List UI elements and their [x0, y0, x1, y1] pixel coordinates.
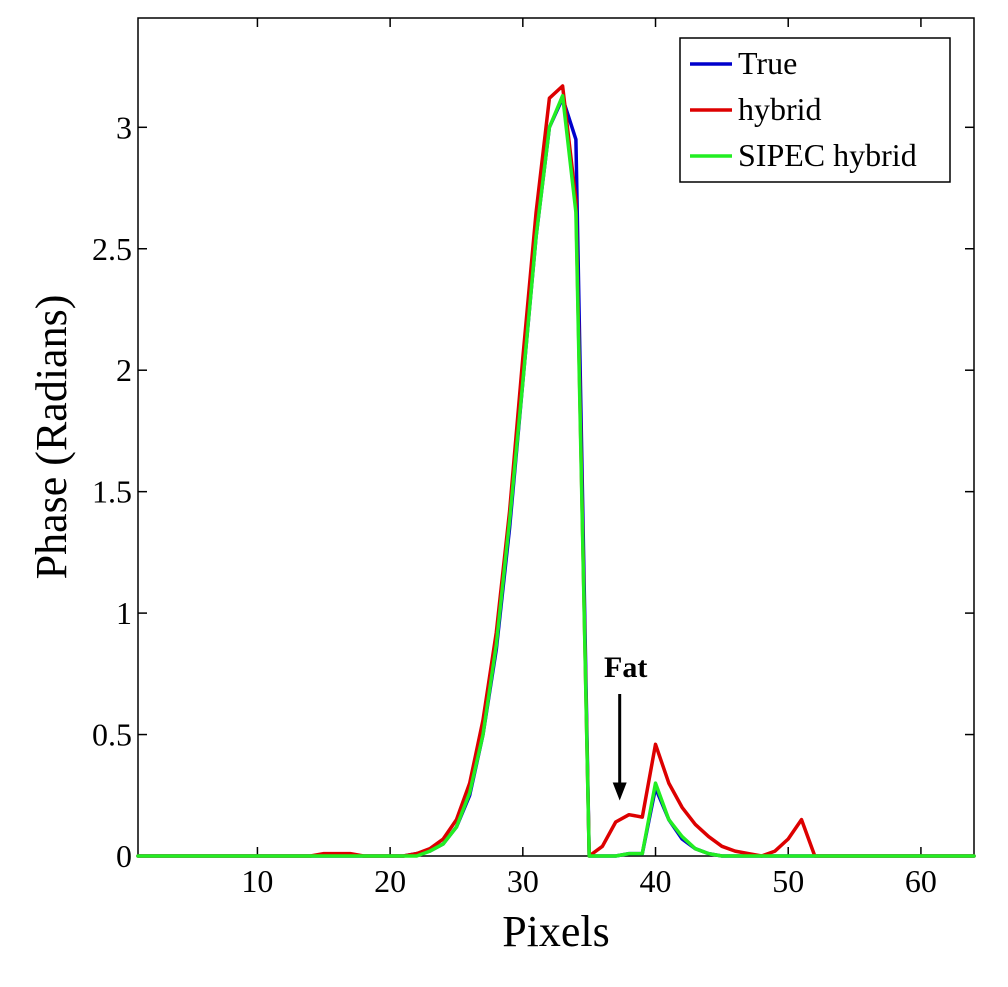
y-tick-label: 1.5 — [92, 474, 132, 510]
x-tick-label: 30 — [507, 863, 539, 899]
series-line-sipec-hybrid — [136, 93, 976, 858]
y-tick-label: 1 — [116, 595, 132, 631]
y-axis-title: Phase (Radians) — [27, 295, 76, 580]
series-layer — [136, 84, 976, 858]
fat-annotation: Fat — [604, 651, 647, 801]
legend-label: SIPEC hybrid — [738, 137, 917, 173]
annotation-label: Fat — [604, 651, 647, 684]
x-tick-label: 50 — [772, 863, 804, 899]
y-tick-label: 3 — [116, 109, 132, 145]
y-tick-label: 2 — [116, 352, 132, 388]
x-axis-title: Pixels — [502, 907, 610, 956]
plot-area-frame — [137, 17, 975, 857]
x-tick-label: 20 — [374, 863, 406, 899]
x-tick-label: 60 — [905, 863, 937, 899]
y-tick-label: 0 — [116, 838, 132, 874]
x-tick-label: 10 — [241, 863, 273, 899]
y-axis-ticks: 0 0.5 1 1.5 2 2.5 3 — [92, 109, 974, 874]
y-tick-label: 2.5 — [92, 231, 132, 267]
annotation-arrow-head — [612, 782, 627, 801]
legend-label: True — [738, 45, 797, 81]
y-tick-label: 0.5 — [92, 717, 132, 753]
legend: True hybrid SIPEC hybrid — [679, 37, 951, 183]
legend-label: hybrid — [738, 91, 822, 127]
x-tick-label: 40 — [640, 863, 672, 899]
x-axis-ticks: 10 20 30 40 50 60 — [241, 18, 937, 899]
